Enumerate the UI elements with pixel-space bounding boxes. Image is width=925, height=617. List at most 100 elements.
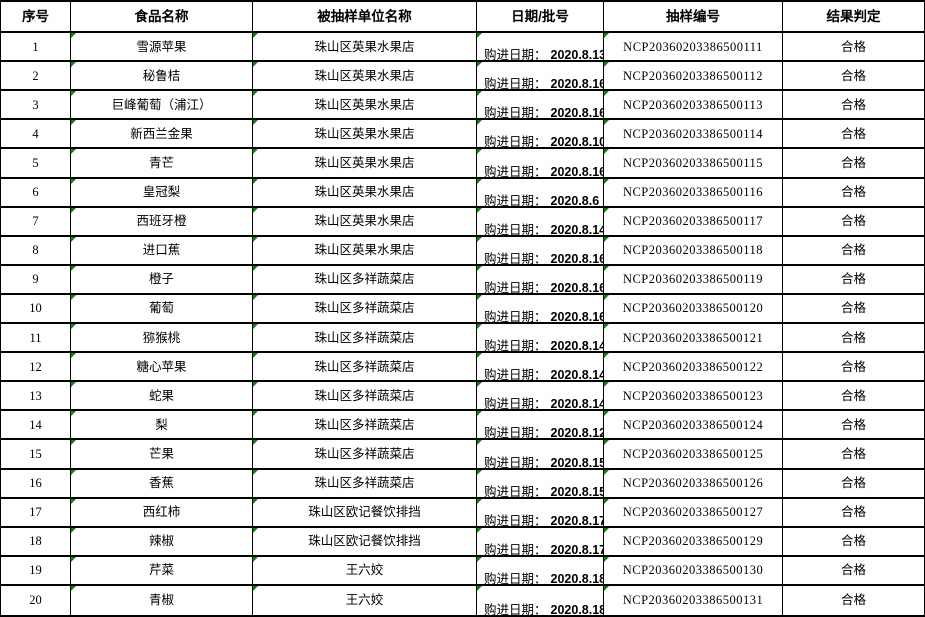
cell-result-text: 合格 bbox=[840, 97, 866, 112]
error-corner-triangle-icon bbox=[604, 178, 609, 184]
cell-seq-text: 4 bbox=[32, 126, 39, 141]
cell-date: 购进日期： 2020.8.17 bbox=[477, 498, 604, 528]
error-corner-triangle-icon bbox=[477, 207, 482, 213]
purchase-date-prefix: 购进日期： bbox=[484, 603, 547, 615]
error-corner-triangle-icon bbox=[604, 527, 609, 533]
error-corner-triangle-icon bbox=[253, 294, 258, 300]
cell-food-name: 青芒 bbox=[71, 149, 253, 179]
cell-unit-name-text: 珠山区英果水果店 bbox=[314, 185, 415, 200]
error-corner-triangle-icon bbox=[604, 469, 609, 475]
error-corner-triangle-icon bbox=[604, 294, 609, 300]
cell-result-text: 合格 bbox=[840, 417, 866, 432]
cell-unit-name-text: 珠山区英果水果店 bbox=[314, 214, 415, 229]
cell-food-name-text: 芹菜 bbox=[148, 563, 174, 578]
cell-result-text: 合格 bbox=[840, 272, 866, 287]
purchase-date-prefix: 购进日期： bbox=[484, 280, 547, 295]
cell-food-name-text: 芒果 bbox=[148, 446, 174, 461]
error-corner-triangle-icon bbox=[477, 440, 482, 446]
purchase-date-value: 2020.8.12 bbox=[550, 426, 604, 441]
cell-unit-name-text: 珠山区英果水果店 bbox=[314, 39, 415, 54]
error-corner-triangle-icon bbox=[253, 207, 258, 213]
purchase-date-value: 2020.8.6 bbox=[550, 193, 600, 208]
cell-date: 购进日期： 2020.8.15 bbox=[477, 469, 604, 499]
purchase-date-text: 购进日期： 2020.8.18 bbox=[484, 572, 603, 584]
error-corner-triangle-icon bbox=[71, 585, 76, 591]
cell-seq-text: 12 bbox=[29, 359, 42, 374]
cell-unit-name-text: 王六姣 bbox=[345, 593, 384, 608]
cell-food-name-text: 猕猴桃 bbox=[142, 330, 181, 345]
cell-seq: 17 bbox=[1, 498, 71, 528]
cell-sample-number: NCP20360203386500114 bbox=[604, 120, 783, 150]
cell-food-name: 巨峰葡萄（浦江） bbox=[71, 91, 253, 121]
cell-date: 购进日期： 2020.8.14 bbox=[477, 324, 604, 354]
cell-food-name: 雪源苹果 bbox=[71, 33, 253, 63]
cell-seq: 5 bbox=[1, 149, 71, 179]
cell-result: 合格 bbox=[783, 411, 924, 441]
error-corner-triangle-icon bbox=[71, 527, 76, 533]
purchase-date-prefix: 购进日期： bbox=[484, 48, 547, 63]
purchase-date-text: 购进日期： 2020.8.14 bbox=[484, 368, 604, 383]
cell-unit-name-text: 珠山区多祥蔬菜店 bbox=[314, 359, 415, 374]
cell-result: 合格 bbox=[783, 557, 924, 586]
cell-unit-name: 珠山区多祥蔬菜店 bbox=[253, 469, 477, 499]
cell-unit-name-text: 珠山区英果水果店 bbox=[314, 97, 415, 112]
cell-unit-name: 珠山区多祥蔬菜店 bbox=[253, 382, 477, 412]
cell-date: 购进日期： 2020.8.10 bbox=[477, 120, 604, 150]
error-corner-triangle-icon bbox=[604, 556, 609, 562]
cell-seq: 3 bbox=[1, 91, 71, 121]
cell-result-text: 合格 bbox=[840, 563, 866, 578]
header-cell-seq: 序号 bbox=[1, 2, 71, 33]
cell-date: 购进日期： 2020.8.13 bbox=[477, 33, 604, 63]
cell-date: 购进日期： 2020.8.14 bbox=[477, 353, 604, 383]
cell-unit-name: 珠山区英果水果店 bbox=[253, 91, 477, 121]
purchase-date-value: 2020.8.14 bbox=[550, 222, 604, 237]
cell-seq: 13 bbox=[1, 382, 71, 412]
cell-result: 合格 bbox=[783, 208, 924, 237]
cell-food-name-text: 糖心苹果 bbox=[136, 359, 187, 374]
error-corner-triangle-icon bbox=[477, 91, 482, 97]
purchase-date-text: 购进日期： 2020.8.6 bbox=[484, 193, 600, 208]
cell-food-name: 橙子 bbox=[71, 265, 253, 295]
purchase-date-value: 2020.8.14 bbox=[550, 368, 604, 383]
cell-seq-text: 1 bbox=[32, 39, 39, 54]
cell-food-name: 青椒 bbox=[71, 585, 253, 615]
cell-seq: 2 bbox=[1, 62, 71, 92]
cell-unit-name-text: 珠山区欧记餐饮排挡 bbox=[308, 534, 421, 549]
cell-sample-number: NCP20360203386500122 bbox=[604, 353, 783, 383]
cell-seq: 8 bbox=[1, 236, 71, 266]
cell-sample-number-text: NCP20360203386500123 bbox=[622, 388, 764, 403]
error-corner-triangle-icon bbox=[477, 556, 482, 562]
error-corner-triangle-icon bbox=[604, 120, 609, 126]
cell-sample-number-text: NCP20360203386500130 bbox=[622, 563, 764, 578]
cell-seq-text: 19 bbox=[29, 563, 42, 578]
cell-result: 合格 bbox=[783, 528, 924, 557]
cell-food-name: 进口蕉 bbox=[71, 236, 253, 266]
purchase-date-prefix: 购进日期： bbox=[484, 135, 547, 150]
purchase-date-value: 2020.8.10 bbox=[550, 135, 604, 150]
error-corner-triangle-icon bbox=[604, 91, 609, 97]
cell-sample-number: NCP20360203386500113 bbox=[604, 91, 783, 121]
purchase-date-text: 购进日期： 2020.8.12 bbox=[484, 426, 604, 441]
cell-date: 购进日期： 2020.8.16 bbox=[477, 236, 604, 266]
error-corner-triangle-icon bbox=[71, 411, 76, 417]
cell-seq-text: 6 bbox=[32, 185, 39, 200]
cell-unit-name: 珠山区多祥蔬菜店 bbox=[253, 440, 477, 470]
cell-sample-number-text: NCP20360203386500131 bbox=[622, 593, 764, 608]
cell-date: 购进日期： 2020.8.16 bbox=[477, 149, 604, 179]
cell-sample-number: NCP20360203386500130 bbox=[604, 556, 783, 586]
cell-date: 购进日期： 2020.8.14 bbox=[477, 382, 604, 412]
error-corner-triangle-icon bbox=[71, 353, 76, 359]
purchase-date-prefix: 购进日期： bbox=[484, 193, 547, 208]
cell-seq: 14 bbox=[1, 411, 71, 441]
cell-result-text: 合格 bbox=[840, 39, 866, 54]
cell-result-text: 合格 bbox=[840, 214, 866, 229]
cell-result-text: 合格 bbox=[840, 446, 866, 461]
cell-food-name: 猕猴桃 bbox=[71, 324, 253, 354]
error-corner-triangle-icon bbox=[71, 236, 76, 242]
cell-seq-text: 5 bbox=[32, 155, 39, 170]
purchase-date-value: 2020.8.14 bbox=[550, 339, 604, 354]
purchase-date-value: 2020.8.16 bbox=[550, 77, 604, 92]
cell-date: 购进日期： 2020.8.16 bbox=[477, 265, 604, 295]
purchase-date-value: 2020.8.17 bbox=[550, 513, 604, 528]
